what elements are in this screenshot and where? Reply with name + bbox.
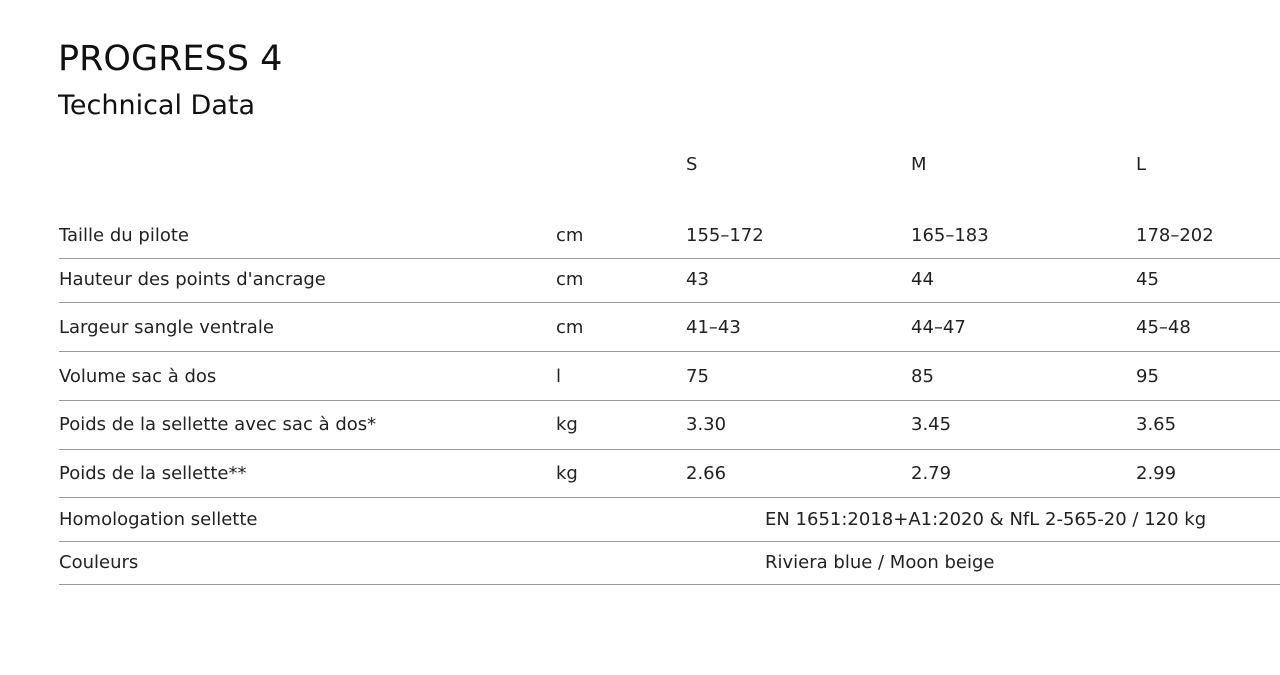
column-header: M: [911, 154, 927, 175]
value: 155–172: [686, 225, 764, 246]
row-label: Taille du pilote: [59, 225, 189, 246]
value: 2.79: [911, 463, 952, 484]
column-header: S: [686, 154, 698, 175]
row-label: Hauteur des points d'ancrage: [59, 269, 326, 290]
value: 2.99: [1136, 463, 1177, 484]
value: EN 1651:2018+A1:2020 & NfL 2-565-20 / 12…: [765, 509, 1207, 530]
row-divider: [59, 541, 1280, 542]
row-divider: [59, 351, 1280, 352]
column-header: L: [1136, 154, 1147, 175]
value: 3.30: [686, 414, 727, 435]
row-label: Homologation sellette: [59, 509, 258, 530]
title: PROGRESS 4: [58, 39, 283, 79]
subtitle: Technical Data: [58, 90, 256, 121]
row-divider: [59, 449, 1280, 450]
value: 45: [1136, 269, 1159, 290]
value: 3.65: [1136, 414, 1177, 435]
value: 75: [686, 366, 709, 387]
value: Riviera blue / Moon beige: [765, 552, 995, 573]
row-divider: [59, 584, 1280, 585]
row-label: Largeur sangle ventrale: [59, 317, 274, 338]
unit: cm: [556, 269, 584, 290]
value: 44: [911, 269, 934, 290]
row-label: Poids de la sellette**: [59, 463, 247, 484]
value: 43: [686, 269, 709, 290]
value: 2.66: [686, 463, 727, 484]
row-label: Poids de la sellette avec sac à dos*: [59, 414, 377, 435]
row-divider: [59, 497, 1280, 498]
unit: kg: [556, 463, 578, 484]
value: 3.45: [911, 414, 952, 435]
unit: cm: [556, 317, 584, 338]
value: 178–202: [1136, 225, 1214, 246]
value: 44–47: [911, 317, 966, 338]
value: 45–48: [1136, 317, 1191, 338]
value: 165–183: [911, 225, 989, 246]
unit: l: [556, 366, 562, 387]
row-divider: [59, 302, 1280, 303]
value: 95: [1136, 366, 1159, 387]
row-label: Volume sac à dos: [59, 366, 217, 387]
unit: cm: [556, 225, 584, 246]
value: 41–43: [686, 317, 741, 338]
row-divider: [59, 258, 1280, 259]
unit: kg: [556, 414, 578, 435]
value: 85: [911, 366, 934, 387]
row-divider: [59, 400, 1280, 401]
row-label: Couleurs: [59, 552, 139, 573]
